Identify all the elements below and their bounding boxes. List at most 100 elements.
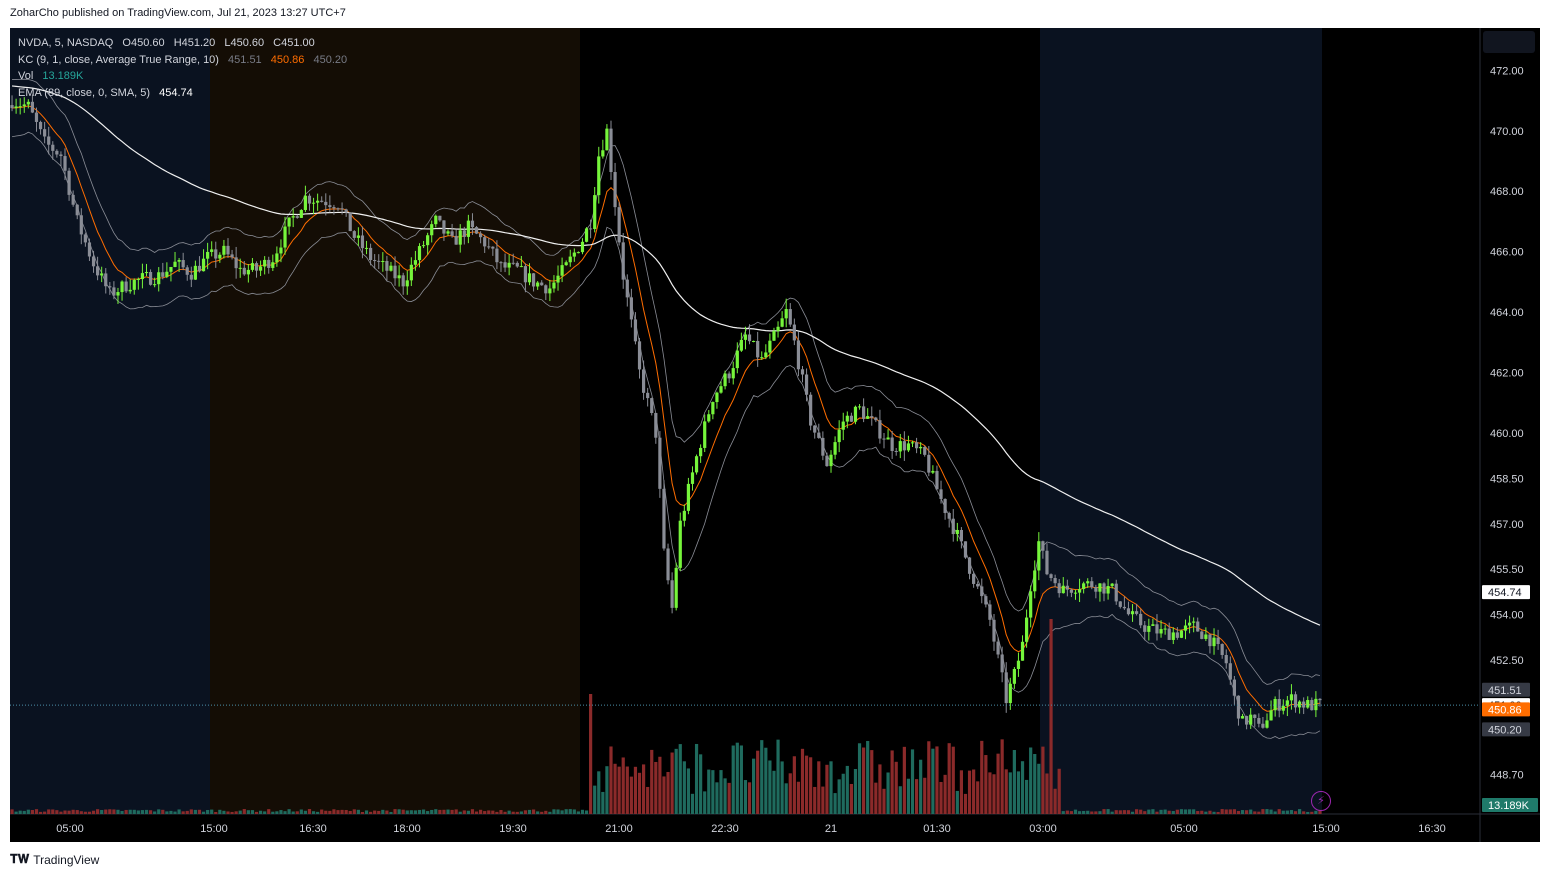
price-tick-label: 462.00 xyxy=(1490,368,1524,380)
price-tick-label: 457.00 xyxy=(1490,519,1524,531)
candle xyxy=(153,284,157,286)
candle xyxy=(26,101,30,105)
volume-bar xyxy=(201,811,206,814)
volume-bar xyxy=(1033,754,1037,814)
volume-bar xyxy=(193,809,197,814)
volume-bar xyxy=(715,782,719,814)
volume-bar xyxy=(311,811,316,814)
volume-bar xyxy=(1090,811,1094,814)
candle xyxy=(780,318,784,327)
candle xyxy=(1245,716,1249,725)
candle xyxy=(1212,637,1216,647)
candle xyxy=(385,261,389,271)
candle xyxy=(336,208,340,210)
volume-bar xyxy=(258,810,263,814)
candle xyxy=(185,267,189,275)
volume-bar xyxy=(906,778,911,814)
volume-bar xyxy=(1086,810,1090,814)
volume-bar xyxy=(882,788,886,814)
candle xyxy=(727,373,731,379)
candle xyxy=(1192,621,1196,623)
candle xyxy=(731,368,735,379)
volume-bar xyxy=(829,761,833,814)
volume-bar xyxy=(821,786,825,814)
volume-bar xyxy=(1257,811,1261,814)
volume-bar xyxy=(275,811,279,814)
legend-symbol-row[interactable]: NVDA, 5, NASDAQ O450.60 H451.20 L450.60 … xyxy=(18,35,353,52)
volume-bar xyxy=(764,747,768,814)
volume-bar xyxy=(796,781,801,814)
volume-bar xyxy=(1020,761,1025,814)
candle xyxy=(258,266,263,271)
volume-bar xyxy=(173,811,177,814)
candle xyxy=(536,282,540,287)
candle xyxy=(446,231,450,234)
brand-text: TradingView xyxy=(33,852,100,867)
volume-bar xyxy=(51,809,55,814)
price-badge xyxy=(1482,722,1530,737)
lightning-icon[interactable]: ⚡ xyxy=(1311,791,1331,811)
volume-bar xyxy=(515,811,519,814)
candle xyxy=(442,220,446,234)
candle xyxy=(617,207,621,243)
candle xyxy=(466,220,470,237)
volume-bar xyxy=(727,782,731,814)
volume-bar xyxy=(825,764,829,814)
volume-bar xyxy=(1114,810,1118,814)
volume-bar xyxy=(22,810,26,814)
candle xyxy=(360,235,365,249)
candle xyxy=(254,263,259,271)
candle xyxy=(1232,679,1236,696)
candle xyxy=(629,297,633,320)
volume-bar xyxy=(536,811,540,814)
candle xyxy=(527,273,532,283)
open-value: O450.60 xyxy=(122,37,165,49)
candle xyxy=(112,287,116,296)
volume-bar xyxy=(75,810,79,814)
volume-bar xyxy=(104,809,108,814)
candle xyxy=(83,234,87,243)
chart-canvas[interactable]: 472.00 470.00 468.00 466.00 464.00 462.00 460.… xyxy=(10,28,1540,842)
candle xyxy=(51,144,55,151)
volume-bar xyxy=(1314,810,1318,814)
candle xyxy=(845,415,849,422)
volume-bar xyxy=(552,809,556,814)
legend-kc-row[interactable]: KC (9, 1, close, Average True Range, 10)… xyxy=(18,52,353,69)
legend-ema-row[interactable]: EMA (89, close, 0, SMA, 5) 454.74 xyxy=(18,85,353,102)
candle xyxy=(320,200,324,202)
price-scale-handle[interactable] xyxy=(1483,31,1535,53)
candle xyxy=(226,245,230,255)
volume-bar xyxy=(743,780,748,814)
volume-bar xyxy=(344,809,348,814)
volume-bar xyxy=(1147,809,1151,814)
tradingview-logo[interactable]: 𝐓𝐖 TradingView xyxy=(10,852,99,867)
volume-bar xyxy=(426,811,430,814)
candle xyxy=(144,271,149,274)
volume-bar xyxy=(593,785,597,814)
volume-bar xyxy=(1167,810,1171,814)
volume-bar xyxy=(1135,809,1139,814)
candle xyxy=(739,339,743,351)
candle xyxy=(923,446,927,455)
volume-bar xyxy=(1102,809,1106,814)
volume-bar xyxy=(927,741,931,814)
candle xyxy=(817,432,821,438)
candle xyxy=(764,352,768,358)
candle xyxy=(1179,630,1184,638)
candle xyxy=(1318,698,1322,701)
legend-vol-row[interactable]: Vol 13.189K xyxy=(18,68,353,85)
volume-bar xyxy=(857,743,862,814)
candle xyxy=(988,604,992,620)
volume-bar xyxy=(670,752,674,814)
volume-bar xyxy=(703,791,707,814)
candle xyxy=(1041,541,1045,551)
candle xyxy=(1114,583,1118,602)
candle xyxy=(218,254,222,259)
volume-bar xyxy=(540,811,544,814)
volume-bar xyxy=(10,809,14,814)
volume-bar xyxy=(189,809,193,814)
candle xyxy=(246,269,250,275)
volume-bar xyxy=(866,740,870,814)
candle xyxy=(356,235,360,238)
volume-bar xyxy=(849,783,853,814)
